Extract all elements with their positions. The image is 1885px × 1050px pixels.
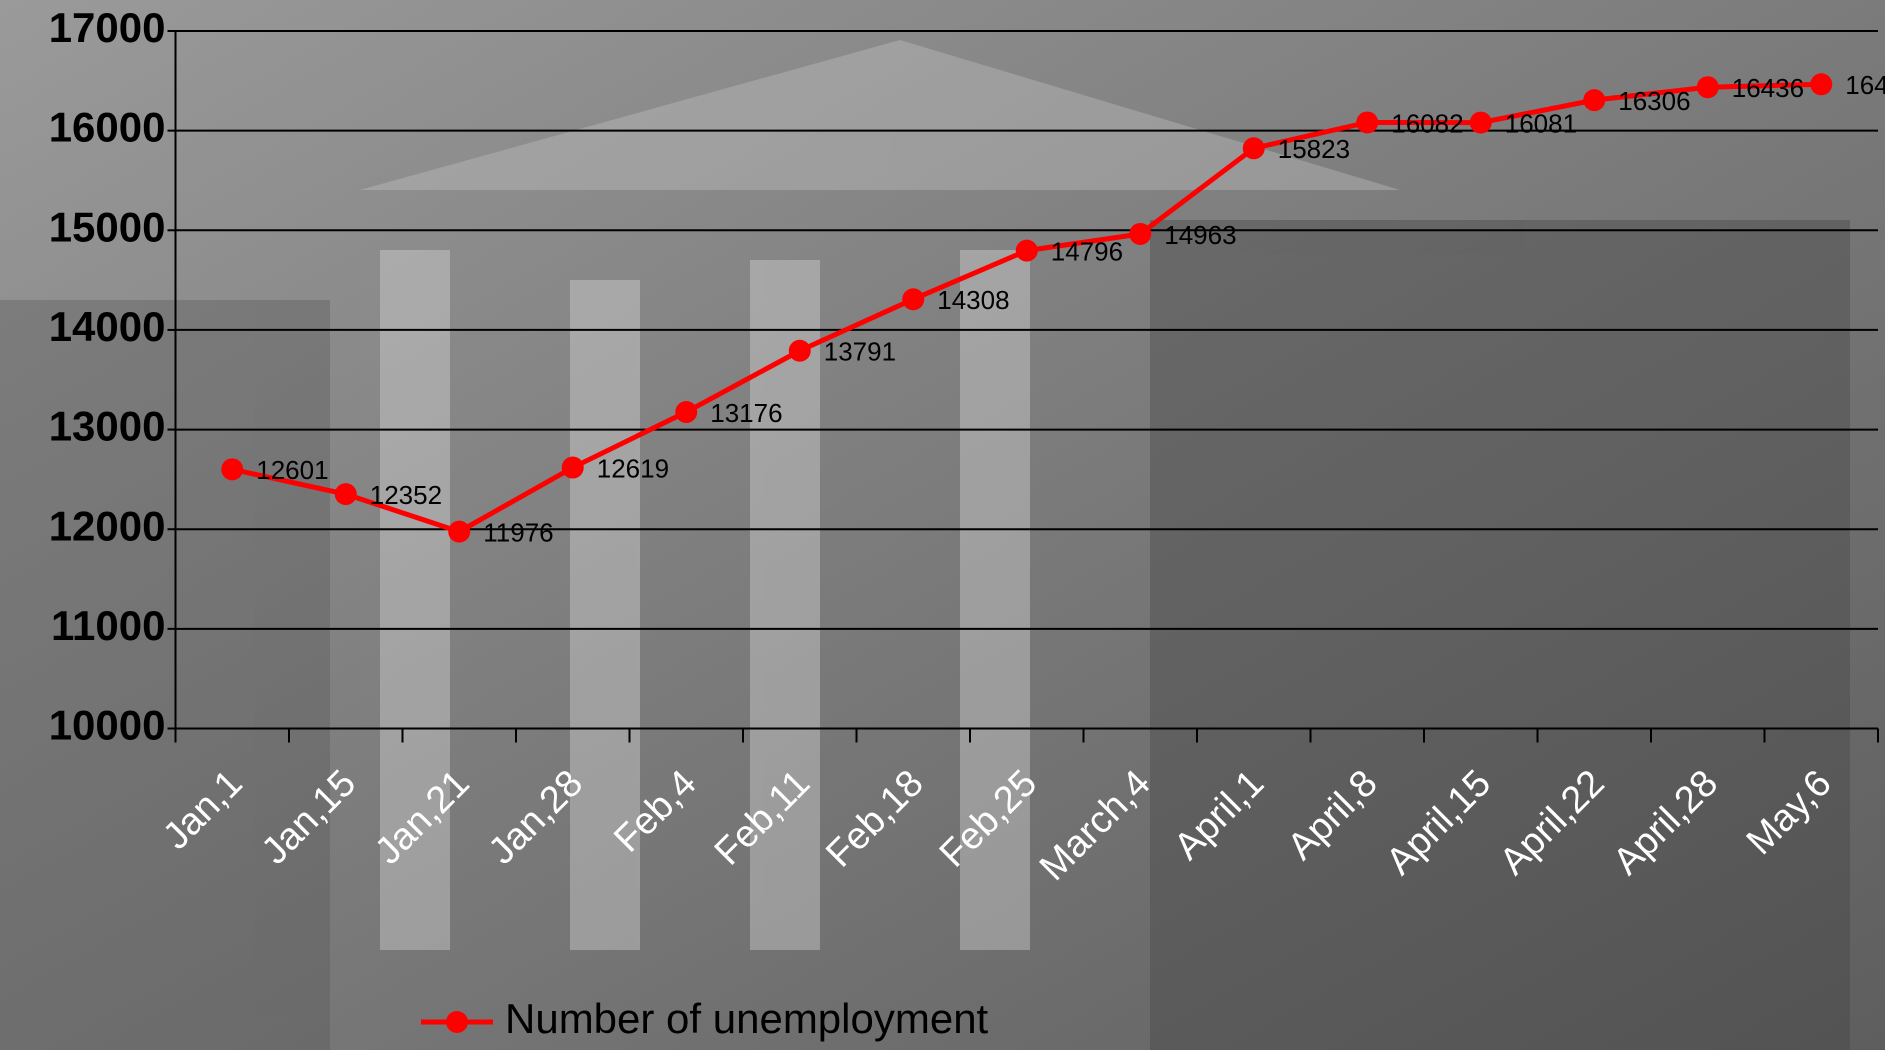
- data-point: [448, 520, 471, 543]
- data-label: 16306: [1618, 86, 1690, 116]
- data-point: [1129, 222, 1152, 245]
- legend-label: Number of unemployment: [505, 995, 989, 1042]
- data-label: 16465: [1845, 70, 1885, 100]
- y-tick-label: 17000: [49, 4, 166, 51]
- y-tick-label: 13000: [49, 403, 166, 450]
- y-tick-label: 15000: [49, 203, 166, 250]
- legend-marker: [446, 1011, 468, 1033]
- y-tick-label: 12000: [49, 502, 166, 549]
- y-tick-label: 10000: [49, 702, 166, 749]
- data-point: [1015, 239, 1038, 262]
- data-label: 16436: [1732, 73, 1804, 103]
- data-point: [675, 401, 698, 424]
- y-tick-label: 16000: [49, 104, 166, 151]
- data-label: 12601: [256, 455, 328, 485]
- data-label: 16082: [1391, 108, 1463, 138]
- data-label: 12619: [597, 453, 669, 483]
- data-point: [1356, 111, 1379, 134]
- data-label: 14308: [937, 285, 1009, 315]
- data-point: [561, 456, 584, 479]
- data-label: 14796: [1051, 236, 1123, 266]
- data-point: [334, 483, 357, 506]
- data-label: 15823: [1278, 134, 1350, 164]
- background-building: [0, 40, 1850, 1050]
- data-point: [902, 288, 925, 311]
- data-point: [1696, 76, 1719, 99]
- data-point: [1583, 89, 1606, 112]
- data-label: 16081: [1505, 108, 1577, 138]
- data-label: 11976: [483, 517, 553, 547]
- data-label: 14963: [1164, 220, 1236, 250]
- data-label: 13176: [710, 398, 782, 428]
- y-tick-label: 14000: [49, 303, 166, 350]
- data-label: 13791: [824, 337, 896, 367]
- y-tick-label: 11000: [51, 602, 165, 649]
- data-point: [1810, 73, 1833, 96]
- data-label: 12352: [370, 480, 442, 510]
- data-point: [788, 339, 811, 362]
- data-point: [1469, 111, 1492, 134]
- data-point: [1242, 137, 1265, 160]
- data-point: [221, 458, 244, 481]
